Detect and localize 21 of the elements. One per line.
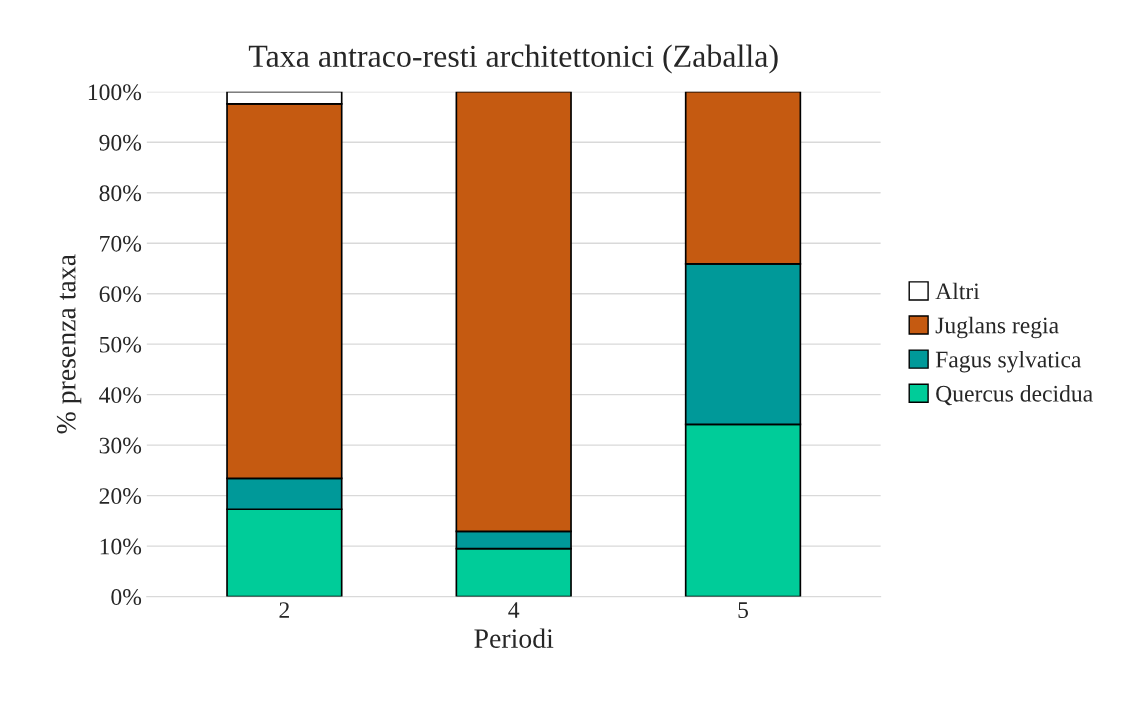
legend-label: Juglans regia xyxy=(935,316,1059,339)
y-tick-label: 40% xyxy=(99,387,142,404)
x-tick-label: 2 xyxy=(279,602,289,618)
y-axis-title: % presenza taxa xyxy=(56,254,82,434)
y-tick-label: 50% xyxy=(100,336,142,353)
y-tick-label: 80% xyxy=(99,185,142,202)
legend-label: Quercus decidua xyxy=(936,385,1093,406)
legend-label: Altri xyxy=(935,282,980,300)
y-tick-label: 30% xyxy=(99,437,142,454)
y-tick-label: 60% xyxy=(99,286,142,303)
y-tick-label: 20% xyxy=(99,488,142,505)
chart-title: Taxa antraco-resti architettonici (Zaballa) xyxy=(248,44,778,74)
y-tick-label: 10% xyxy=(100,538,142,555)
y-tick-label: 100% xyxy=(88,84,142,101)
legend-label: Fagus sylvatica xyxy=(935,350,1082,373)
y-tick-label: 90% xyxy=(99,134,142,151)
x-axis-title: Periodi xyxy=(474,628,554,648)
y-tick-label: 70% xyxy=(100,235,142,252)
x-tick-label: 5 xyxy=(738,602,748,619)
y-tick-label: 0% xyxy=(111,589,142,606)
x-tick-label: 4 xyxy=(508,602,520,618)
